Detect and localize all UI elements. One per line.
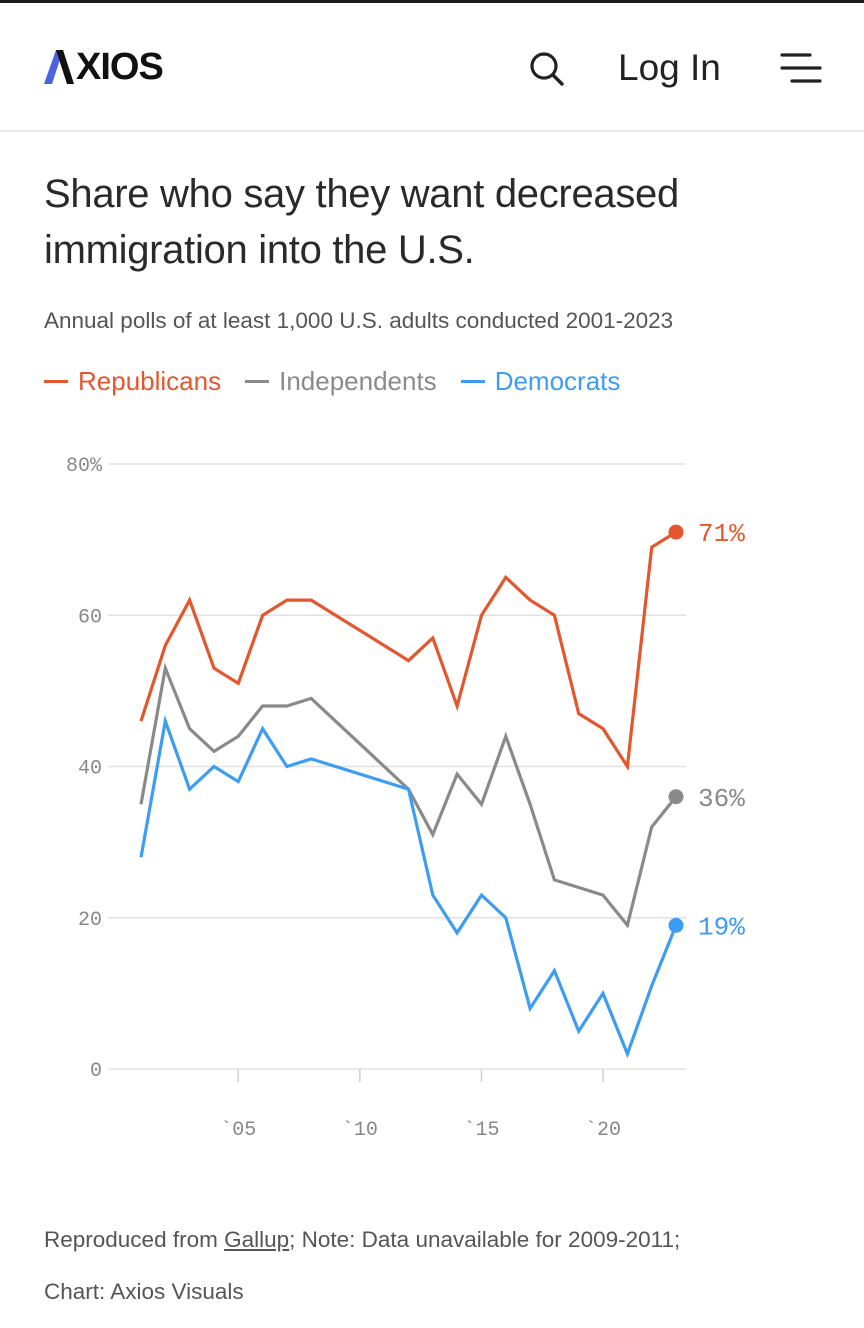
legend-swatch-independents — [245, 379, 270, 383]
legend-label-independents: Independents — [279, 366, 437, 396]
y-tick-label-40: 40 — [78, 758, 102, 781]
login-link[interactable]: Log In — [618, 47, 721, 88]
source-note: Reproduced from Gallup; Note: Data unava… — [44, 1214, 834, 1266]
legend-swatch-republicans — [44, 379, 68, 383]
y-tick-label-0: 0 — [90, 1060, 102, 1083]
top-border — [0, 0, 864, 3]
x-tick-label-2015: `15 — [463, 1119, 499, 1142]
legend-label-democrats: Democrats — [494, 366, 621, 396]
legend-item-democrats: Democrats — [460, 364, 621, 398]
chart-title: Share who say they want decreased immigr… — [44, 172, 679, 272]
end-label-republicans: 71% — [698, 519, 745, 549]
x-tick-label-2020: `20 — [585, 1119, 621, 1142]
x-tick-label-2010: `10 — [342, 1119, 378, 1142]
legend-item-independents: Independents — [245, 364, 437, 398]
series-endpoint-republicans — [668, 524, 684, 540]
legend-swatch-democrats — [460, 379, 485, 383]
end-label-democrats: 19% — [698, 912, 745, 942]
chart-x-axis: `05 `10 `15 `20 — [220, 1069, 621, 1142]
chart-footer: Reproduced from Gallup; Note: Data unava… — [44, 1214, 834, 1318]
logo-text: XIOS — [76, 46, 164, 88]
source-suffix: ; Note: Data unavailable for 2009-2011; — [289, 1227, 681, 1252]
chart-subtitle: Annual polls of at least 1,000 U.S. adul… — [44, 308, 674, 333]
menu-icon[interactable] — [780, 51, 822, 85]
axios-logo-mark-icon — [44, 50, 74, 84]
y-tick-label-60: 60 — [78, 606, 102, 629]
legend-label-republicans: Republicans — [78, 366, 222, 396]
chart-credit: Chart: Axios Visuals — [44, 1279, 244, 1304]
chart-legend: Republicans Independents Democrats — [44, 364, 644, 398]
end-label-independents: 36% — [698, 784, 745, 814]
series-endpoint-independents — [668, 789, 684, 805]
site-header: XIOS Log In — [0, 3, 864, 132]
series-line-republicans — [139, 530, 677, 772]
search-icon[interactable] — [528, 50, 566, 88]
gallup-link[interactable]: Gallup — [224, 1227, 290, 1252]
chart-end-labels: 71% 36% 19% — [698, 519, 745, 942]
axios-logo[interactable]: XIOS — [44, 46, 164, 88]
chart-series — [139, 524, 684, 1059]
series-line-independents — [139, 662, 678, 929]
chart-grid: 0 20 40 60 80% — [66, 455, 686, 1083]
x-tick-label-2005: `05 — [220, 1119, 256, 1142]
legend-item-republicans: Republicans — [44, 364, 221, 398]
y-tick-label-20: 20 — [78, 909, 102, 932]
y-tick-label-80: 80% — [66, 455, 103, 478]
source-prefix: Reproduced from — [44, 1227, 225, 1252]
line-chart: 0 20 40 60 80% `05 `10 `15 `20 71% 36% 19% — [66, 455, 745, 1142]
series-line-democrats — [139, 714, 678, 1059]
series-endpoint-democrats — [668, 917, 684, 933]
